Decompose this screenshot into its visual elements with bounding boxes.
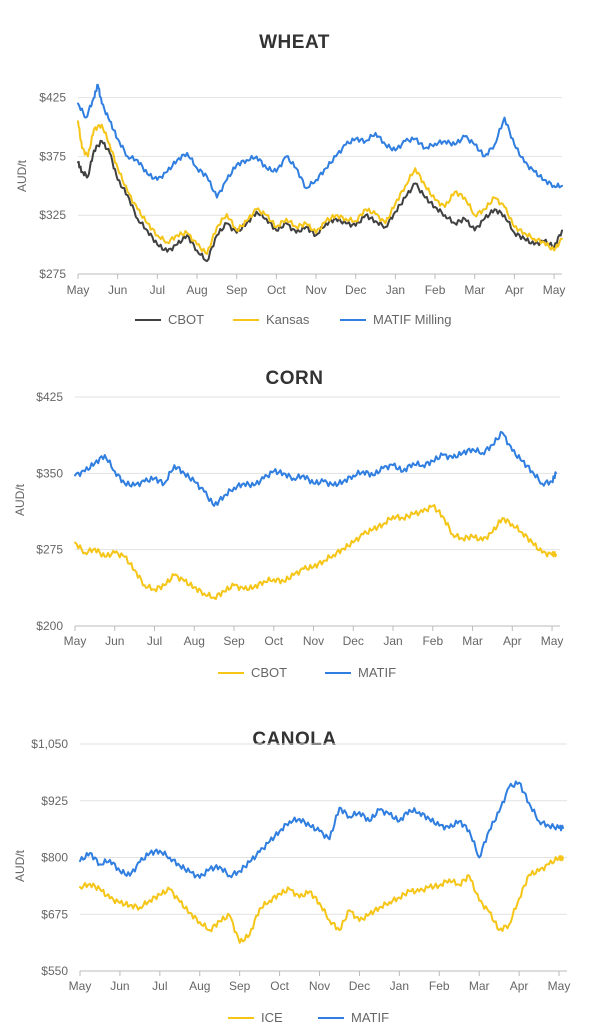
x-tick-label: Apr [505, 283, 524, 297]
x-tick-label: Jun [108, 283, 127, 297]
chart-title: CANOLA [252, 729, 336, 750]
legend-label: Kansas [266, 312, 310, 327]
x-tick-label: Mar [469, 979, 490, 993]
x-tick-label: Aug [186, 283, 207, 297]
x-tick-label: Nov [309, 979, 330, 993]
x-tick-label: May [64, 634, 87, 648]
legend-label: MATIF [351, 1010, 389, 1025]
x-tick-label: Oct [270, 979, 289, 993]
legend-label: MATIF Milling [373, 312, 451, 327]
series-line-kansas [77, 120, 563, 255]
x-tick-label: Aug [184, 634, 205, 648]
y-tick-label: $550 [41, 964, 68, 978]
x-tick-label: Jun [105, 634, 124, 648]
y-tick-label: $1,050 [31, 737, 68, 751]
series-line-matif [74, 431, 557, 507]
y-axis-label: AUD/t [13, 483, 27, 516]
y-tick-label: $200 [36, 619, 63, 633]
y-axis-label: AUD/t [15, 159, 29, 192]
series-line-cbot [74, 504, 557, 601]
x-tick-label: Feb [425, 283, 446, 297]
chart-panel-wheat: WHEAT $275 $325 $375 $425 AUD/t May Jun Jul Aug Se… [15, 32, 565, 327]
x-tick-label: May [543, 283, 566, 297]
x-tick-label: Jan [390, 979, 409, 993]
x-tick-label: Feb [429, 979, 450, 993]
y-tick-label: $275 [36, 543, 63, 557]
series-line-ice [79, 855, 564, 944]
legend-label: MATIF [358, 665, 396, 680]
y-tick-label: $675 [41, 907, 68, 921]
x-tick-label: May [541, 634, 564, 648]
x-tick-label: Aug [189, 979, 210, 993]
y-tick-label: $925 [41, 794, 68, 808]
x-tick-label: Sep [223, 634, 245, 648]
x-tick-label: Jan [386, 283, 405, 297]
x-tick-label: Dec [343, 634, 364, 648]
x-tick-label: Dec [345, 283, 366, 297]
y-axis-label: AUD/t [13, 849, 27, 882]
y-tick-label: $425 [39, 91, 66, 105]
series-line-matif [79, 780, 564, 879]
x-tick-label: Apr [503, 634, 522, 648]
y-tick-label: $325 [39, 208, 66, 222]
x-tick-label: Jul [147, 634, 162, 648]
x-tick-label: May [69, 979, 92, 993]
chart-title: CORN [266, 368, 324, 389]
chart-panel-canola: CANOLA $550 $675 $800 $925 $1,050 AUD/t May Jun J… [13, 729, 570, 1025]
x-tick-label: Sep [229, 979, 251, 993]
x-tick-label: May [67, 283, 90, 297]
y-tick-label: $375 [39, 149, 66, 163]
x-tick-label: Mar [464, 283, 485, 297]
x-tick-label: Oct [267, 283, 286, 297]
x-tick-label: Nov [303, 634, 324, 648]
x-tick-label: Jul [150, 283, 165, 297]
legend-label: CBOT [168, 312, 204, 327]
y-tick-label: $350 [36, 466, 63, 480]
series-line-matif-milling [77, 83, 563, 199]
legend-label: ICE [261, 1010, 283, 1025]
legend-label: CBOT [251, 665, 287, 680]
x-tick-label: Nov [305, 283, 326, 297]
chart-title: WHEAT [259, 32, 330, 53]
x-tick-label: Dec [349, 979, 370, 993]
x-tick-label: May [548, 979, 571, 993]
chart-panel-corn: CORN $200 $275 $350 $425 AUD/t May Jun Jul Aug Sep… [13, 368, 563, 680]
x-tick-label: Jul [152, 979, 167, 993]
x-tick-label: Apr [510, 979, 529, 993]
x-tick-label: Jun [110, 979, 129, 993]
x-tick-label: Sep [226, 283, 248, 297]
y-tick-label: $425 [36, 390, 63, 404]
series-line-cbot [77, 139, 563, 263]
x-tick-label: Oct [264, 634, 283, 648]
y-tick-label: $275 [39, 267, 66, 281]
x-tick-label: Feb [422, 634, 443, 648]
x-tick-label: Mar [462, 634, 483, 648]
x-tick-label: Jan [383, 634, 402, 648]
y-tick-label: $800 [41, 851, 68, 865]
